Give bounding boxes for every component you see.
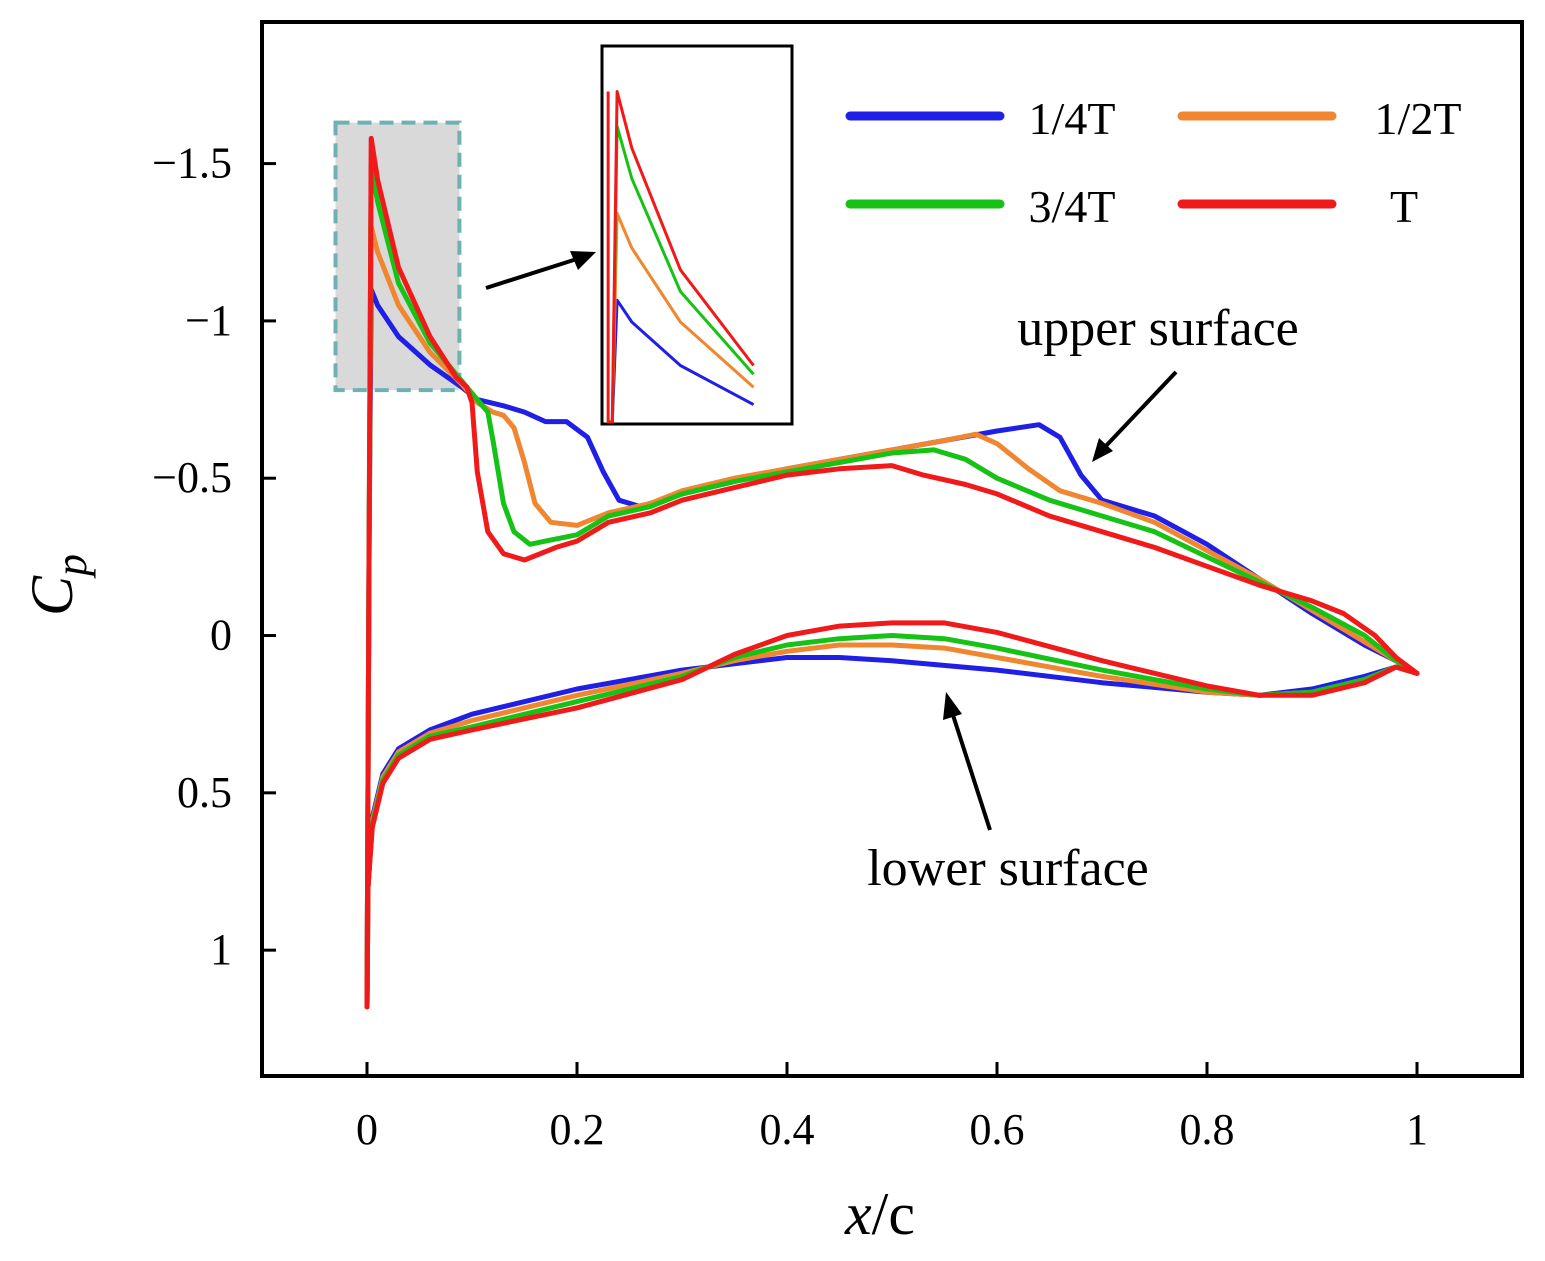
zoom-arrow <box>485 251 596 290</box>
inset-series-t <box>607 90 755 424</box>
x-tick-label: 0.8 <box>1180 1105 1235 1154</box>
legend-label-3-4t: 3/4T <box>1029 181 1116 232</box>
y-tick-label: −1 <box>185 296 232 345</box>
upper-surface-arrow <box>1092 370 1178 462</box>
x-tick-label: 0.4 <box>760 1105 815 1154</box>
x-tick-label: 0 <box>356 1105 378 1154</box>
x-axis-title: x/c <box>844 1181 915 1247</box>
x-tick-label: 1 <box>1406 1105 1428 1154</box>
x-tick-label: 0.6 <box>970 1105 1025 1154</box>
legend-label-1-4t: 1/4T <box>1029 93 1116 144</box>
series-3-4t-lower <box>364 633 1420 1010</box>
inset-panel <box>600 44 794 426</box>
legend: 1/4T 1/2T 3/4T T <box>845 93 1462 232</box>
y-tick-label: 0.5 <box>177 768 232 817</box>
series-lines <box>364 135 1420 1010</box>
series-t-upper <box>364 135 1420 1010</box>
y-tick-label: 1 <box>210 925 232 974</box>
y-tick-label: −1.5 <box>152 139 232 188</box>
legend-label-1-2t: 1/2T <box>1375 93 1462 144</box>
y-tick-label: −0.5 <box>152 453 232 502</box>
upper-surface-label: upper surface <box>1017 300 1299 357</box>
y-axis-title: Cp <box>19 554 96 616</box>
series-1-4t-upper <box>364 286 1420 1010</box>
series-t-lower <box>364 620 1420 1010</box>
plot-frame <box>260 20 1524 1078</box>
inset-frame <box>600 44 794 426</box>
legend-label-t: T <box>1390 181 1418 232</box>
y-tick-label: 0 <box>210 611 232 660</box>
lower-surface-arrow <box>943 692 992 831</box>
lower-surface-label: lower surface <box>867 840 1149 897</box>
inset-series-lines <box>606 90 755 424</box>
axis-ticks: 0 0.2 0.4 0.6 0.8 1 −1.5 −1 −0.5 0 0.5 1 <box>152 139 1428 1154</box>
x-tick-label: 0.2 <box>550 1105 605 1154</box>
